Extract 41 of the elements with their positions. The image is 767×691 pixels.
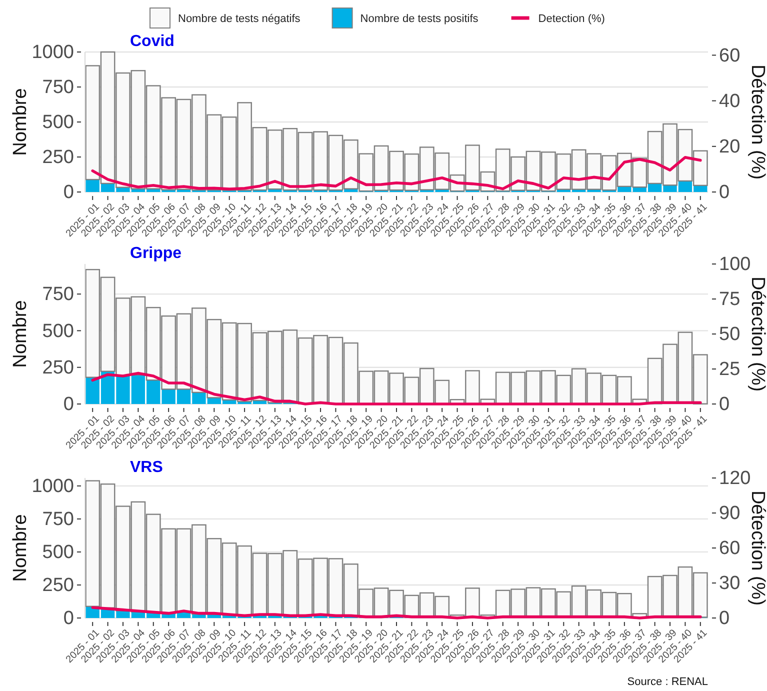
y-tick-label: 500 xyxy=(42,112,74,134)
y-tick-label: 1000 xyxy=(32,42,74,64)
y2-tick-label: 90 xyxy=(719,503,740,524)
y-tick-label: 750 xyxy=(42,509,74,530)
y2-axis-title: Détection (%) xyxy=(747,64,767,180)
y2-tick-label: 40 xyxy=(719,90,740,112)
chart-title: Covid xyxy=(130,33,174,50)
y-tick-label: 1000 xyxy=(32,476,74,498)
y-axis-title: Nombre xyxy=(10,88,31,156)
y-tick-label: 250 xyxy=(42,147,74,168)
source-note: Source : RENAL xyxy=(627,676,708,688)
y-tick-label: 0 xyxy=(63,182,74,204)
y2-tick-label: 20 xyxy=(719,136,740,158)
y2-tick-label: 0 xyxy=(719,182,730,204)
y2-tick-label: 75 xyxy=(719,289,740,310)
y2-tick-label: 100 xyxy=(719,254,751,276)
y-tick-label: 750 xyxy=(42,77,74,98)
y2-tick-label: 30 xyxy=(719,573,740,594)
y2-axis-title: Détection (%) xyxy=(747,490,767,606)
y-tick-label: 0 xyxy=(63,394,74,416)
y2-tick-label: 60 xyxy=(719,45,740,66)
legend-label: Nombre de tests négatifs xyxy=(178,13,301,25)
y2-tick-label: 0 xyxy=(719,394,730,416)
legend-label: Nombre de tests positifs xyxy=(360,13,479,25)
y-tick-label: 500 xyxy=(42,542,74,564)
y-tick-label: 500 xyxy=(42,320,74,342)
y2-tick-label: 50 xyxy=(719,324,740,346)
chart-title: Grippe xyxy=(130,245,182,262)
y-tick-label: 750 xyxy=(42,284,74,306)
chart-title: VRS xyxy=(130,459,164,476)
y2-tick-label: 60 xyxy=(719,538,740,560)
y-tick-label: 250 xyxy=(42,575,74,596)
y2-axis-title: Détection (%) xyxy=(747,276,767,392)
y2-tick-label: 120 xyxy=(719,468,751,490)
y-tick-label: 0 xyxy=(63,608,74,630)
legend-label: Detection (%) xyxy=(538,13,605,25)
y-axis-title: Nombre xyxy=(10,514,31,582)
y-tick-label: 250 xyxy=(42,357,74,378)
y2-tick-label: 25 xyxy=(719,359,740,380)
y2-tick-label: 0 xyxy=(719,608,730,630)
y-axis-title: Nombre xyxy=(10,300,31,368)
